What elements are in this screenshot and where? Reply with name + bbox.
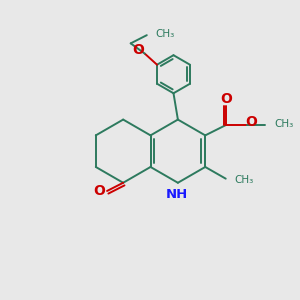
Text: CH₃: CH₃ (155, 29, 174, 39)
Text: NH: NH (165, 188, 188, 201)
Text: CH₃: CH₃ (274, 119, 293, 129)
Text: O: O (132, 43, 144, 57)
Text: O: O (93, 184, 105, 198)
Text: CH₃: CH₃ (234, 175, 253, 185)
Text: O: O (220, 92, 232, 106)
Text: O: O (245, 115, 257, 129)
